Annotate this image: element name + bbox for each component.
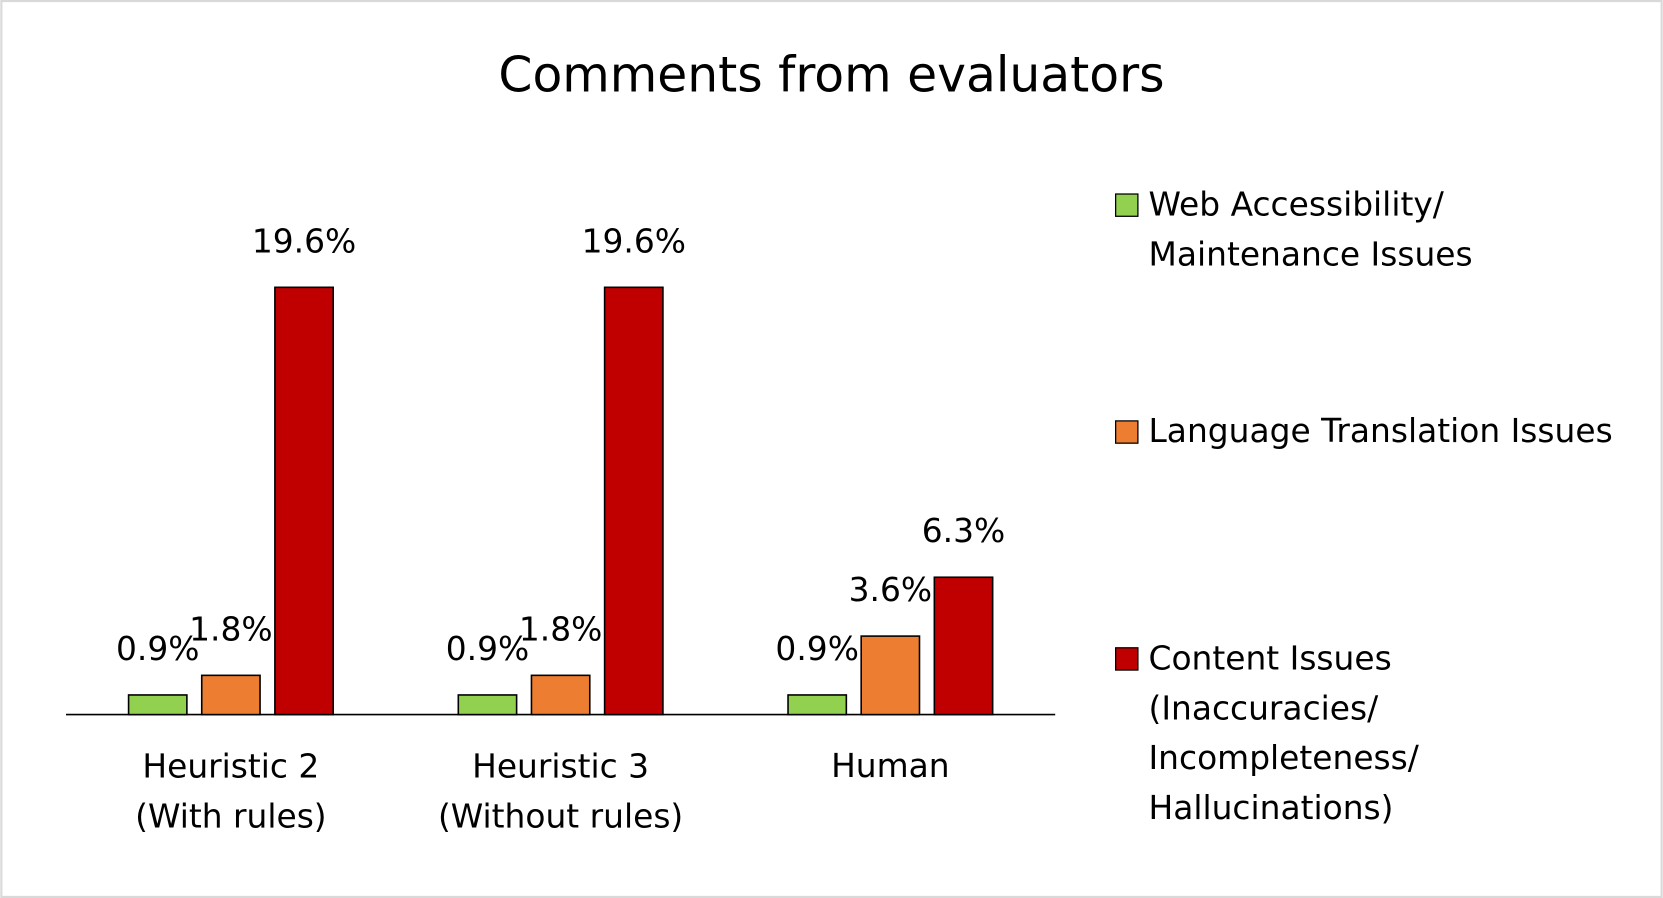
bar xyxy=(457,694,518,716)
x-tick-label: Heuristic 3 (Without rules) xyxy=(438,746,683,835)
legend-label: Content Issues (Inaccuracies/Incompletene… xyxy=(1149,638,1420,826)
data-label: 6.3% xyxy=(922,511,1005,550)
bar xyxy=(933,576,994,716)
data-label: 0.9% xyxy=(446,629,529,668)
x-tick-label: Human xyxy=(831,746,950,785)
legend-swatch xyxy=(1115,647,1139,671)
legend-label: Language Translation Issues xyxy=(1149,411,1613,450)
bar xyxy=(530,674,591,716)
data-label: 19.6% xyxy=(252,221,356,260)
bar xyxy=(127,694,188,716)
x-tick-label: Heuristic 2 (With rules) xyxy=(135,746,326,835)
data-label: 1.8% xyxy=(519,609,602,648)
bar xyxy=(200,674,261,716)
chart-title: Comments from evaluators xyxy=(498,47,1164,103)
data-label: 0.9% xyxy=(116,629,199,668)
legend-label: Web Accessibility/Maintenance Issues xyxy=(1149,184,1473,273)
bar xyxy=(787,694,848,716)
bar xyxy=(860,635,921,716)
legend-swatch xyxy=(1115,420,1139,444)
data-label: 1.8% xyxy=(189,609,272,648)
bar xyxy=(603,286,664,716)
data-label: 19.6% xyxy=(582,221,686,260)
data-label: 0.9% xyxy=(775,629,858,668)
data-label: 3.6% xyxy=(849,570,932,609)
bar xyxy=(274,286,334,716)
legend-swatch xyxy=(1115,193,1139,217)
